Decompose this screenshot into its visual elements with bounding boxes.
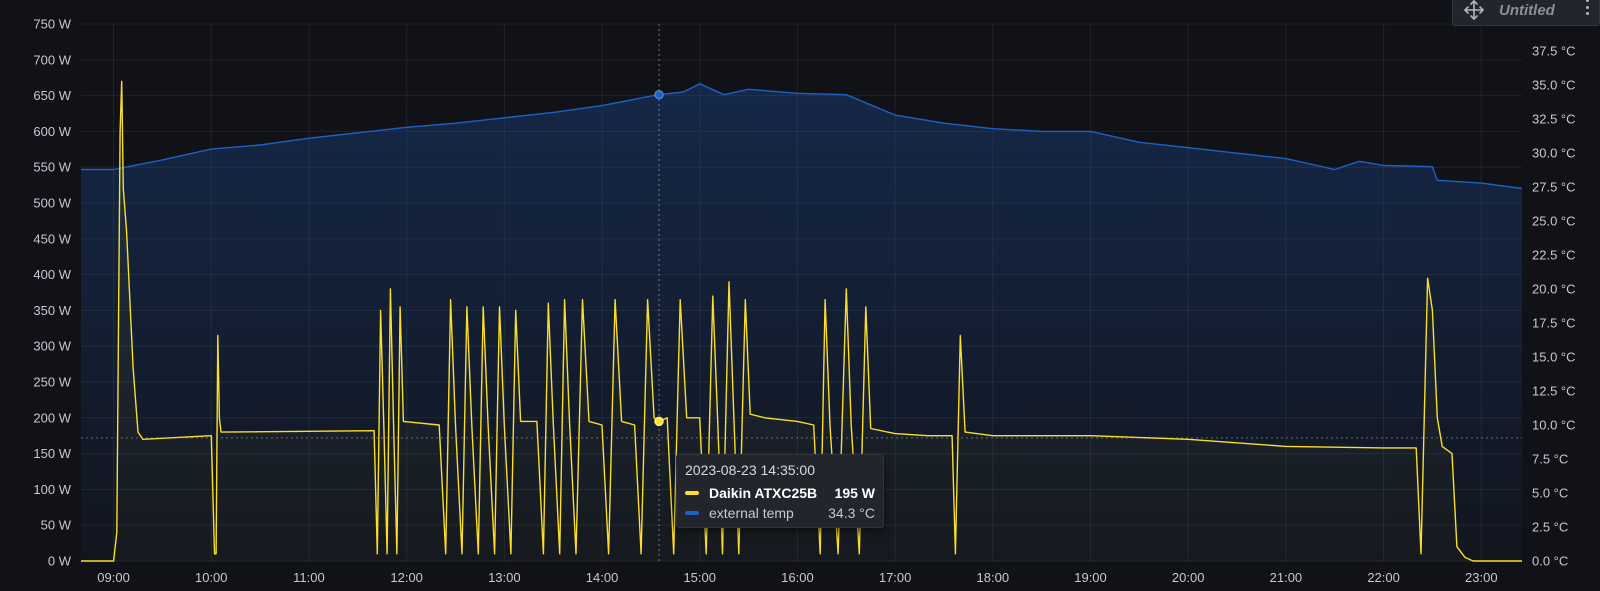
tooltip-series-value: 34.3 °C	[828, 505, 875, 521]
right-tick-label: 35.0 °C	[1532, 78, 1576, 93]
time-tick-label: 14:00	[586, 570, 619, 585]
power-area	[81, 81, 1522, 562]
right-tick-label: 32.5 °C	[1532, 112, 1576, 127]
time-tick-label: 21:00	[1270, 570, 1303, 585]
time-tick-label: 10:00	[195, 570, 228, 585]
temp-hover-point	[654, 89, 664, 100]
left-tick-label: 750 W	[33, 17, 71, 32]
tooltip-time: 2023-08-23 14:35:00	[685, 462, 815, 478]
right-tick-label: 30.0 °C	[1532, 146, 1576, 161]
tooltip-series-name: Daikin ATXC25B	[709, 485, 818, 501]
left-tick-label: 300 W	[33, 339, 71, 354]
right-tick-label: 12.5 °C	[1532, 384, 1576, 399]
panel-title[interactable]: Untitled	[1499, 1, 1555, 19]
panel-menu-icon[interactable]	[1585, 0, 1589, 15]
left-tick-label: 500 W	[33, 196, 71, 211]
right-tick-label: 0.0 °C	[1532, 554, 1568, 569]
chart-tooltip: 2023-08-23 14:35:00 Daikin ATXC25B 195 W…	[676, 454, 884, 528]
panel-header[interactable]: Untitled	[1452, 0, 1600, 26]
tooltip-swatch-temp	[685, 511, 699, 515]
tooltip-row-temp: external temp 34.3 °C	[685, 503, 875, 523]
left-tick-label: 200 W	[33, 410, 71, 425]
left-tick-label: 100 W	[33, 482, 71, 497]
time-axis: 09:00 10:00 11:00 12:00 13:00 14:00 15:00 16:00…	[97, 570, 1497, 585]
tooltip-swatch-power	[685, 491, 699, 495]
right-tick-label: 20.0 °C	[1532, 282, 1576, 297]
time-tick-label: 13:00	[488, 570, 521, 585]
left-tick-label: 700 W	[33, 52, 71, 67]
left-tick-label: 150 W	[33, 446, 71, 461]
left-tick-label: 600 W	[33, 124, 71, 139]
left-tick-label: 0 W	[48, 554, 72, 569]
right-tick-label: 37.5 °C	[1532, 44, 1576, 59]
time-tick-label: 16:00	[781, 570, 814, 585]
left-tick-label: 550 W	[33, 160, 71, 175]
time-tick-label: 23:00	[1465, 570, 1498, 585]
move-icon[interactable]	[1463, 0, 1485, 21]
time-tick-label: 19:00	[1074, 570, 1107, 585]
tooltip-series-name: external temp	[709, 505, 794, 521]
right-axis: 0.0 °C 2.5 °C 5.0 °C 7.5 °C 10.0 °C 12.5 °C 15…	[1532, 44, 1576, 569]
right-tick-label: 15.0 °C	[1532, 350, 1576, 365]
right-tick-label: 25.0 °C	[1532, 214, 1576, 229]
left-axis: 0 W 50 W 100 W 150 W 200 W 250 W 300 W 350 W 400…	[33, 17, 71, 569]
right-tick-label: 27.5 °C	[1532, 180, 1576, 195]
left-tick-label: 650 W	[33, 88, 71, 103]
series-layer	[81, 80, 1523, 562]
left-tick-label: 250 W	[33, 375, 71, 390]
time-tick-label: 12:00	[390, 570, 423, 585]
right-tick-label: 2.5 °C	[1532, 520, 1568, 535]
power-line	[81, 80, 1522, 562]
left-tick-label: 350 W	[33, 303, 71, 318]
right-tick-label: 5.0 °C	[1532, 486, 1568, 501]
left-tick-label: 50 W	[41, 518, 72, 533]
tooltip-series-value: 195 W	[834, 485, 875, 501]
left-tick-label: 400 W	[33, 267, 71, 282]
right-tick-label: 10.0 °C	[1532, 418, 1576, 433]
time-tick-label: 15:00	[683, 570, 716, 585]
power-hover-point	[654, 416, 664, 427]
time-tick-label: 11:00	[293, 570, 325, 585]
right-tick-label: 22.5 °C	[1532, 248, 1576, 263]
time-tick-label: 18:00	[977, 570, 1010, 585]
time-tick-label: 22:00	[1367, 570, 1400, 585]
left-tick-label: 450 W	[33, 231, 71, 246]
right-tick-label: 17.5 °C	[1532, 316, 1576, 331]
right-tick-label: 7.5 °C	[1532, 452, 1568, 467]
crosshair-overlay	[81, 24, 1522, 561]
time-tick-label: 20:00	[1172, 570, 1205, 585]
tooltip-row-power: Daikin ATXC25B 195 W	[685, 483, 875, 503]
time-tick-label: 09:00	[97, 570, 130, 585]
temp-line	[81, 83, 1523, 190]
time-tick-label: 17:00	[879, 570, 912, 585]
